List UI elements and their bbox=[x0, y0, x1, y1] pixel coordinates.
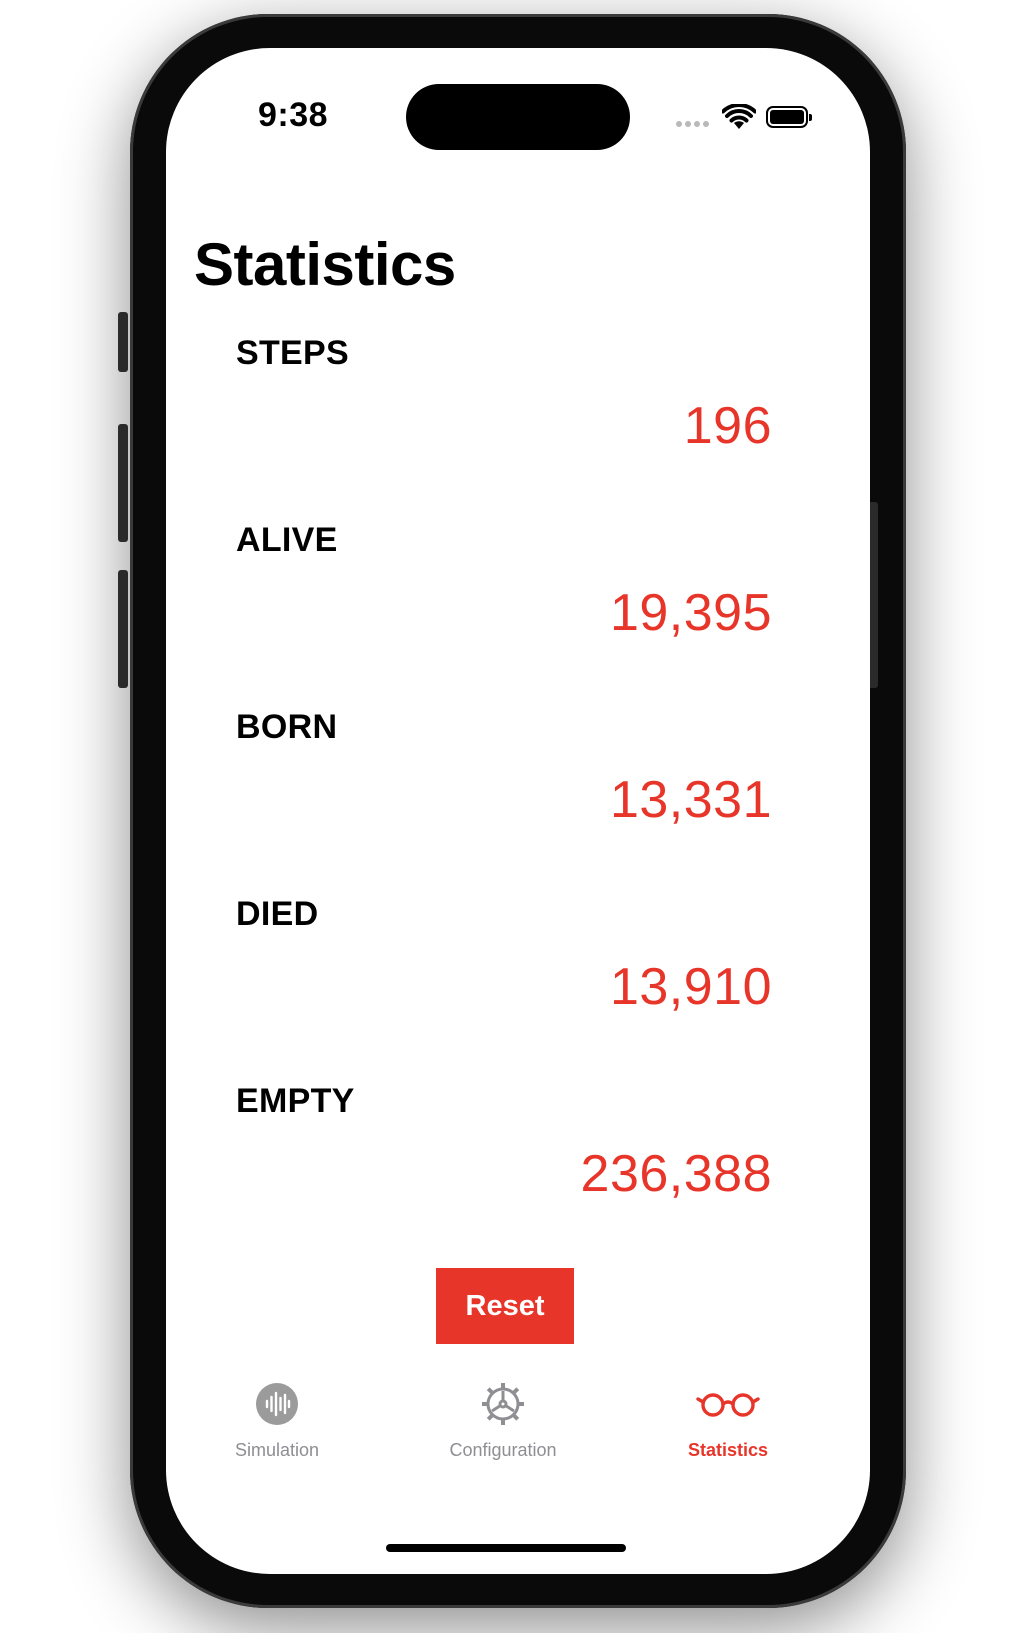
dynamic-island bbox=[406, 84, 630, 150]
stat-label: ALIVE bbox=[236, 521, 338, 559]
tab-bar: Simulation bbox=[166, 1378, 870, 1478]
stat-died: DIED 13,910 bbox=[236, 895, 772, 1055]
device-frame: 9:38 Statistics STEPS 196 ALIVE 19,395 B… bbox=[118, 14, 906, 1608]
gear-icon bbox=[482, 1383, 524, 1425]
tab-label: Configuration bbox=[449, 1440, 557, 1460]
stat-value: 19,395 bbox=[609, 584, 772, 642]
stat-empty: EMPTY 236,388 bbox=[236, 1082, 772, 1242]
tab-statistics[interactable]: Statistics bbox=[628, 1378, 828, 1478]
tab-configuration[interactable]: Configuration bbox=[403, 1378, 603, 1478]
stat-alive: ALIVE 19,395 bbox=[236, 521, 772, 681]
reset-button[interactable]: Reset bbox=[436, 1268, 574, 1344]
volume-up-button bbox=[118, 424, 128, 542]
eyeglasses-icon bbox=[696, 1393, 760, 1417]
wifi-icon bbox=[722, 104, 756, 129]
stat-label: STEPS bbox=[236, 334, 349, 372]
cellular-signal-icon bbox=[676, 118, 712, 128]
stat-steps: STEPS 196 bbox=[236, 334, 772, 494]
stat-label: BORN bbox=[236, 708, 338, 746]
tab-simulation[interactable]: Simulation bbox=[177, 1378, 377, 1478]
stat-value: 196 bbox=[683, 397, 772, 455]
page-title: Statistics bbox=[194, 231, 456, 298]
power-button bbox=[868, 502, 878, 688]
stat-label: EMPTY bbox=[236, 1082, 355, 1120]
volume-down-button bbox=[118, 570, 128, 688]
home-indicator[interactable] bbox=[386, 1544, 626, 1552]
stat-born: BORN 13,331 bbox=[236, 708, 772, 868]
tab-label: Statistics bbox=[687, 1440, 769, 1460]
stat-value: 236,388 bbox=[580, 1145, 772, 1203]
tab-label: Simulation bbox=[234, 1440, 320, 1460]
screen: 9:38 Statistics STEPS 196 ALIVE 19,395 B… bbox=[166, 48, 870, 1574]
battery-icon bbox=[766, 106, 812, 128]
status-time: 9:38 bbox=[258, 96, 329, 134]
waveform-icon bbox=[256, 1383, 298, 1425]
stat-value: 13,331 bbox=[609, 771, 772, 829]
stat-value: 13,910 bbox=[609, 958, 772, 1016]
stat-label: DIED bbox=[236, 895, 319, 933]
action-button bbox=[118, 312, 128, 372]
